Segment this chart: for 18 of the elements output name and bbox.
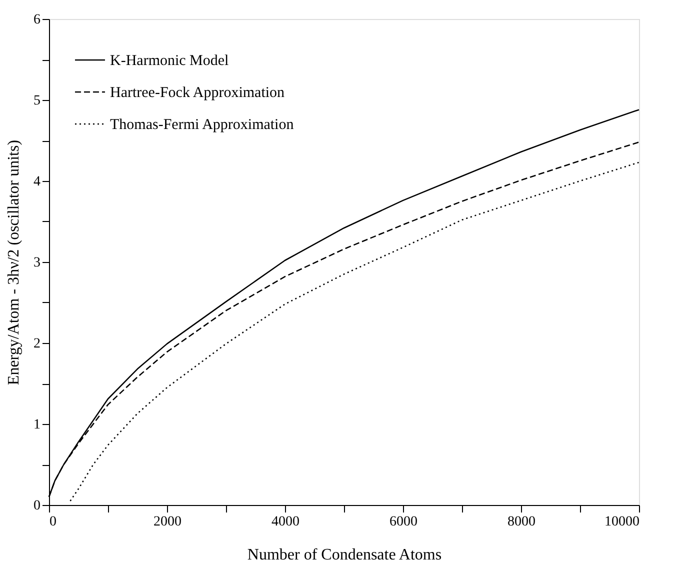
x-tick-label: 0 [50, 514, 56, 530]
y-axis-title: Energy/Atom - 3hν/2 (oscillator units) [6, 140, 22, 386]
y-tick-label: 5 [34, 94, 40, 108]
legend-label: Thomas-Fermi Approximation [110, 117, 294, 133]
y-tick-label: 0 [34, 498, 40, 514]
x-tick-label: 4000 [272, 514, 300, 530]
x-tick-label: 8000 [508, 514, 536, 530]
legend-label: Hartree-Fock Approximation [110, 85, 286, 101]
y-tick-label: 4 [34, 174, 40, 190]
x-axis-title: Number of Condensate Atoms [247, 546, 442, 564]
y-tick-label: 6 [34, 12, 40, 28]
x-tick-label: 2000 [154, 514, 182, 530]
y-tick-label: 3 [34, 256, 40, 270]
x-tick-label: 6000 [390, 514, 418, 530]
y-tick-label: 2 [34, 336, 40, 352]
y-tick-label: 1 [34, 418, 40, 432]
legend-label: K-Harmonic Model [110, 53, 229, 69]
x-tick-label: 10000 [604, 514, 640, 530]
